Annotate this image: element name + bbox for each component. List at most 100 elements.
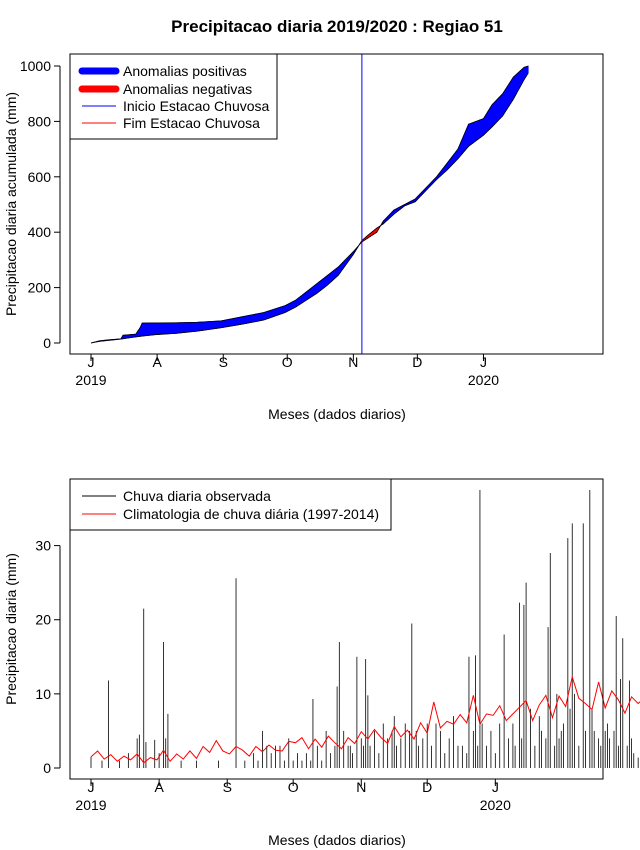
anomaly-positive-segment <box>510 76 514 104</box>
y-axis-2: 0 10 20 30 <box>35 538 61 776</box>
anomaly-positive-segment <box>495 97 499 124</box>
y-tick-label: 1000 <box>20 58 51 74</box>
legend-label-negative: Anomalias negativas <box>123 81 252 97</box>
anomaly-positive-segment <box>472 121 476 144</box>
anomaly-positive-segment <box>176 322 179 334</box>
legend-label-climatology: Climatologia de chuva diária (1997-2014) <box>123 506 379 522</box>
anomaly-positive-segment <box>146 322 149 336</box>
anomaly-positive-segment <box>210 321 213 330</box>
anomaly-positive-segment <box>267 310 271 319</box>
legend-label-start: Inicio Estacao Chuvosa <box>123 98 270 114</box>
observed-cumulative-line <box>90 65 529 344</box>
anomaly-positive-segment <box>169 322 173 335</box>
x-tick-year-label: 2019 <box>75 372 106 388</box>
climatology-line <box>90 674 640 764</box>
observed-rain-bars <box>90 490 639 768</box>
anomaly-positive-segment <box>148 322 152 336</box>
anomaly-positive-segment <box>491 101 495 128</box>
x-tick-label: O <box>282 354 293 370</box>
anomaly-positive-segment <box>502 89 506 117</box>
anomaly-positive-segment <box>167 322 171 335</box>
x-tick-year-label: 2020 <box>468 372 499 388</box>
anomaly-positive-segment <box>246 315 250 324</box>
anomaly-positive-segment <box>276 307 280 316</box>
x-axis: J 2019 A S O N D J 2020 <box>75 353 499 388</box>
anomaly-positive-segment <box>242 315 245 325</box>
y-axis-label: Precipitacao diaria acumulada (mm) <box>3 92 19 316</box>
x-tick-label: J <box>88 354 95 370</box>
anomaly-positive-segment <box>259 312 262 322</box>
x-tick-label: D <box>412 354 422 370</box>
anomaly-positive-segment <box>478 118 482 140</box>
y-axis-label-2: Precipitacao diaria (mm) <box>3 553 19 705</box>
x-axis-label: Meses (dados diarios) <box>268 406 406 422</box>
x-tick-year-label-2: 2019 <box>75 797 106 813</box>
anomaly-positive-segment <box>186 322 190 333</box>
anomaly-positive-segment <box>257 312 260 322</box>
anomaly-positive-segment <box>195 321 198 332</box>
x-tick-label-2: J <box>88 779 95 795</box>
anomaly-positive-segment <box>218 320 222 329</box>
anomaly-positive-segment <box>161 322 164 335</box>
x-tick-label-2: D <box>422 779 432 795</box>
anomaly-positive-segment <box>173 322 177 334</box>
anomaly-positive-segment <box>222 319 226 328</box>
y-tick-label: 400 <box>28 224 52 240</box>
anomaly-positive-segment <box>282 305 286 314</box>
anomaly-positive-segment <box>205 321 209 331</box>
anomaly-positive-segment <box>508 79 512 107</box>
x-tick-label-2: S <box>223 779 232 795</box>
x-tick-label: J <box>480 354 487 370</box>
climatology-cumulative-line <box>90 72 529 344</box>
anomaly-positive-segment <box>500 92 503 119</box>
x-tick-label-2: O <box>288 779 299 795</box>
x-tick-label: N <box>348 354 358 370</box>
x-axis-label-2: Meses (dados diarios) <box>268 832 406 848</box>
anomaly-positive-segment <box>182 322 186 333</box>
x-tick-label: A <box>152 354 162 370</box>
anomaly-positive-segment <box>504 86 508 114</box>
anomaly-positive-segment <box>193 321 196 332</box>
anomaly-positive-segment <box>474 120 478 143</box>
anomaly-positive-segment <box>144 322 147 337</box>
legend-label-positive: Anomalias positivas <box>123 63 247 79</box>
anomaly-positive-segment <box>227 318 230 328</box>
x-axis-2: J 2019 A S O N D J 2020 <box>75 778 511 813</box>
anomaly-positive-segment <box>269 309 273 319</box>
y-tick-label-2: 30 <box>35 538 51 554</box>
anomaly-positive-segment <box>188 322 192 333</box>
y-tick-label-2: 0 <box>43 760 51 776</box>
anomaly-positive-segment <box>481 118 484 138</box>
legend-box-2 <box>69 478 392 531</box>
anomaly-positive-segment <box>154 322 158 336</box>
anomaly-positive-segment <box>158 322 162 335</box>
anomaly-positive-segment <box>156 322 160 335</box>
anomaly-positive-segment <box>199 321 203 332</box>
anomaly-positive-segment <box>235 317 239 326</box>
anomaly-positive-segment <box>233 317 237 326</box>
anomaly-positive-segment <box>163 322 166 335</box>
anomaly-positive-segment <box>237 316 241 326</box>
y-axis: 0 200 400 600 800 1000 <box>20 58 61 351</box>
anomaly-positive-segment <box>240 316 243 325</box>
anomaly-positive-segment <box>212 320 216 330</box>
anomaly-positive-segment <box>274 307 277 317</box>
y-tick-label-2: 10 <box>35 686 51 702</box>
anomaly-positive-segment <box>220 320 224 329</box>
x-tick-label-2: J <box>492 779 499 795</box>
legend-2: Chuva diaria observada Climatologia de c… <box>69 478 392 531</box>
anomaly-positive-segment <box>152 322 156 336</box>
anomaly-area-layer <box>90 65 529 344</box>
y-tick-label: 0 <box>43 335 51 351</box>
legend-label-observed: Chuva diaria observada <box>123 488 271 504</box>
anomaly-positive-segment <box>468 122 471 147</box>
legend-label-end: Fim Estacao Chuvosa <box>123 115 260 131</box>
anomaly-positive-segment <box>250 314 254 323</box>
anomaly-positive-segment <box>493 99 497 126</box>
anomaly-positive-segment <box>214 320 218 330</box>
anomaly-positive-segment <box>265 310 269 320</box>
anomaly-positive-segment <box>178 322 181 334</box>
anomaly-positive-segment <box>272 308 275 318</box>
anomaly-positive-segment <box>263 311 267 321</box>
